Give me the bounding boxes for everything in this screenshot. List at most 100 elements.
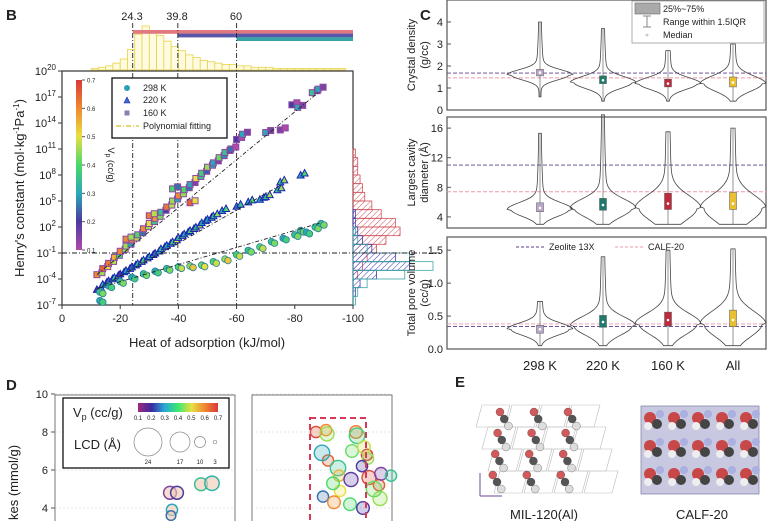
data-point-circle [282,236,290,244]
x-tick-label: -100 [342,313,364,325]
range-bar [177,33,353,38]
y-axis-label: Henry's constant (mol·kg-1Pa-1) [12,99,27,277]
histogram-bar [119,58,128,71]
atom [492,477,502,487]
bubble [327,495,342,510]
y-axis-label: Crystal density(g/cc) [406,18,431,91]
y-tick-label: 1014 [35,115,57,130]
x-tick-label: -60 [229,313,245,325]
atom [728,410,736,418]
atom [704,410,712,418]
calf-20-structure-image [640,405,760,495]
data-point-square [127,233,135,241]
atom [680,466,688,474]
atom [716,450,724,458]
panel-label-d: D [6,377,17,394]
histogram-bar [177,50,187,71]
atom [533,463,542,473]
colorbar-ticks: 0.1 0.2 0.3 0.4 0.5 0.6 0.7 [82,79,96,255]
atom [752,466,760,474]
histogram-bar [352,209,356,219]
data-point-triangle [279,175,289,184]
legend-marker-triangle-icon [123,96,131,104]
lcd-size-label: 10 [197,460,204,466]
y-tick-label: 6 [42,465,48,477]
bubbles [162,423,398,522]
legend-iqr-label: 25%~75% [663,4,704,14]
bubble [309,425,323,439]
bubble [345,444,360,459]
atom [724,447,734,457]
legend-label-fit: Polynomial fitting [143,121,211,131]
panel-label-b: B [6,7,17,24]
bubble [356,501,371,516]
histogram-bar [323,68,332,71]
bubble [326,476,341,491]
y-tick-label: 1017 [35,89,57,104]
atom [644,450,652,458]
atom [565,484,574,494]
atom [740,478,748,486]
atom [531,435,540,445]
x-tick-label: -80 [287,313,303,325]
y-tick-label: 1.5 [428,245,443,257]
bubble [313,444,331,462]
violin-shape [569,114,637,225]
data-point-circle [99,298,107,306]
histogram-bar [163,40,172,71]
violin-shape [634,50,702,102]
atom [561,428,570,438]
atom [752,438,760,446]
histogram-bar [148,31,157,71]
bubble [204,475,220,492]
y-tick-label: 108 [39,167,56,182]
histogram-bar [330,68,339,71]
histogram-bar [294,68,303,71]
atom [740,422,748,430]
data-point-circle [270,239,279,247]
median-marker [731,81,735,84]
atom [538,421,547,431]
histogram-bar [287,68,296,71]
atom [680,410,688,418]
atom [495,456,504,466]
atom [700,419,710,429]
x-label-160k: 160 K [651,358,685,373]
lcd-size-10-icon [194,436,206,448]
atom [522,470,531,480]
atom [497,435,506,445]
bubble [384,469,398,483]
colorbar-tick-label: 0.1 [87,249,96,255]
data-point-circle [189,263,197,272]
median-marker [731,202,735,205]
data-point-square [232,143,240,151]
histogram-bar [236,65,245,71]
vp-tick-label: 0.5 [187,416,196,422]
atom [559,449,568,459]
histogram-bar [352,235,359,245]
histogram-bar [352,287,359,297]
histogram-bar [352,243,368,254]
atom [488,470,497,480]
panel-b-scatter: 24.3 39.8 60 0 -20 -40 -60 -80 -1001020101710… [12,11,440,350]
vp-tick-label: 0.4 [174,416,183,422]
legend-label-220k: 220 K [143,95,167,105]
data-point-square [267,127,275,135]
vp-tick-label: 0.7 [214,416,223,422]
histogram-bar [258,66,267,71]
ref-calf20-label: CALF-20 [648,242,684,252]
median-marker [666,318,670,322]
data-point-circle [177,264,186,273]
right-plot-frame [251,394,393,526]
legend-median-label: Median [663,30,693,40]
legend-label-160k: 160 K [143,108,167,118]
legend-whisker-icon [643,15,651,28]
top-histogram [90,25,347,71]
atom [748,447,758,457]
reference-legend: Zeolite 13X CALF-20 [516,242,684,252]
y-tick-label: 1011 [35,141,56,156]
data-point-triangle [236,199,245,208]
histogram-bar [221,64,230,71]
